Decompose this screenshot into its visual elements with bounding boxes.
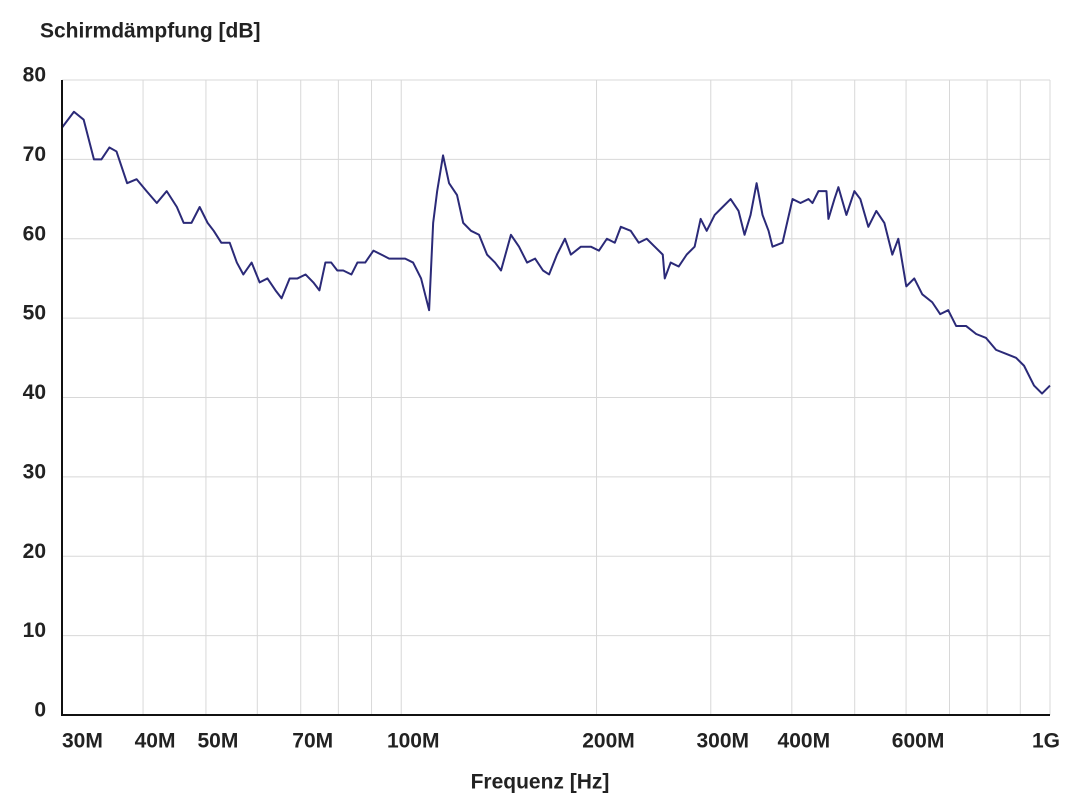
y-tick-label: 40: [23, 381, 46, 404]
y-tick-label: 50: [23, 302, 46, 325]
grid: [61, 79, 1051, 716]
plot: [61, 110, 1051, 395]
y-tick-label: 10: [23, 619, 46, 642]
x-tick-label: 300M: [697, 730, 750, 753]
x-tick-label: 40M: [135, 730, 176, 753]
y-tick-label: 30: [23, 460, 46, 483]
x-tick-label: 400M: [778, 730, 831, 753]
x-tick-label: 30M: [62, 730, 103, 753]
chart-title: Schirmdämpfung [dB]: [40, 20, 261, 43]
x-axis-label: Frequenz [Hz]: [471, 771, 610, 794]
y-tick-label: 20: [23, 540, 46, 563]
y-tick-label: 60: [23, 222, 46, 245]
axes: 0 10 20 30 40 50 60 70 80 30M 40M 50M 70M 100M 200M 300…: [23, 64, 1060, 753]
y-tick-label: 80: [23, 64, 46, 87]
x-tick-label: 100M: [387, 730, 440, 753]
data-line: [61, 110, 1051, 395]
x-tick-label: 200M: [582, 730, 635, 753]
y-tick-label: 70: [23, 143, 46, 166]
x-tick-label: 50M: [197, 730, 238, 753]
x-tick-label: 600M: [892, 730, 945, 753]
x-tick-label: 70M: [292, 730, 333, 753]
x-tick-label: 1G: [1032, 730, 1060, 753]
y-tick-label: 0: [34, 699, 46, 722]
